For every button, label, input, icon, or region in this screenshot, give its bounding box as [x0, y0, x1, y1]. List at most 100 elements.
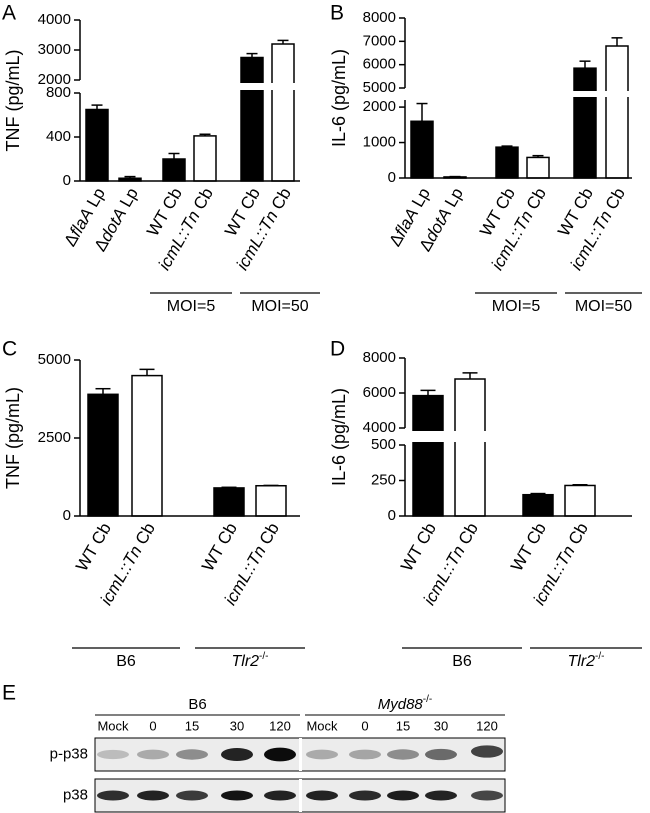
error-bar [91, 104, 103, 110]
y-tick-label: 2500 [38, 429, 71, 446]
error-bar [139, 368, 155, 376]
error-bar [246, 52, 258, 58]
x-tick-label: WT Cb [199, 520, 242, 575]
x-tick-label: WT Cb [508, 520, 551, 575]
group-label: MOI=5 [492, 298, 541, 315]
group-label: MOI=50 [575, 298, 632, 315]
error-bar [579, 60, 591, 69]
text-piece: WT Cb [199, 520, 242, 575]
error-bar [199, 133, 211, 136]
lane-label: 30 [230, 718, 244, 733]
group-label: Tlr2-/- [231, 651, 268, 670]
bar [495, 146, 519, 179]
axis-break [395, 431, 634, 442]
x-tick-label: WT Cb [73, 520, 116, 575]
bar [255, 484, 287, 517]
row-label: p38 [63, 786, 88, 803]
blot-band [137, 790, 169, 801]
text-piece: MOI=5 [167, 298, 216, 315]
group-label: B6 [188, 696, 206, 713]
error-bar [221, 486, 237, 489]
y-tick-label: 0 [63, 172, 71, 189]
text-piece: B6 [452, 653, 472, 670]
y-axis-label: TNF (pg/mL) [3, 49, 23, 151]
bar [213, 487, 245, 517]
y-axis-label: TNF (pg/mL) [3, 387, 23, 489]
error-bar [416, 102, 428, 122]
y-tick-label: 4000 [363, 419, 396, 436]
panel-letter: B [330, 2, 344, 25]
blot-band [425, 748, 457, 761]
blot-band [306, 790, 338, 801]
y-tick-label: 0 [388, 169, 396, 186]
blot-band [264, 790, 296, 801]
y-tick-label: 2000 [363, 98, 396, 115]
y-tick-label: 2000 [38, 71, 71, 88]
y-tick-label: 500 [371, 436, 396, 453]
blot-band [97, 790, 129, 801]
y-tick-label: 7000 [363, 32, 396, 49]
panel-letter: A [2, 2, 16, 25]
y-tick-label: 5000 [38, 351, 71, 368]
text-piece: WT Cb [508, 520, 551, 575]
blot-band [349, 790, 381, 801]
error-bar [462, 372, 478, 379]
panel-letter: D [330, 338, 345, 361]
y-tick-label: 6000 [363, 56, 396, 73]
y-tick-label: 6000 [363, 384, 396, 401]
text-piece: MOI=5 [492, 298, 541, 315]
lane-label: 0 [361, 718, 368, 733]
blot-band [387, 790, 419, 801]
blot-band [425, 790, 457, 801]
error-bar [95, 387, 111, 395]
blot-band [176, 790, 208, 801]
y-tick-label: 250 [371, 471, 396, 488]
blot-band [264, 747, 296, 762]
y-tick-label: 8000 [363, 9, 396, 26]
blot-band [137, 749, 169, 760]
lane-label: 0 [149, 718, 156, 733]
text-piece: Tlr2 [231, 653, 259, 670]
error-bar [530, 492, 546, 495]
bar [85, 108, 109, 182]
y-tick-label: 3000 [38, 41, 71, 58]
blot-band [221, 790, 253, 801]
blot-band [387, 749, 419, 760]
text-piece: MOI=50 [575, 298, 632, 315]
blot-band [221, 747, 253, 762]
lane-label: 120 [476, 718, 498, 733]
bar [412, 394, 444, 517]
text-piece: icmL::Tn [97, 543, 146, 609]
bar [605, 45, 629, 179]
panel-letter: C [2, 338, 17, 361]
axis-break [70, 83, 302, 90]
lane-label: 15 [185, 718, 199, 733]
y-tick-label: 5000 [363, 79, 396, 96]
text-piece: MOI=50 [251, 298, 308, 315]
text-piece: icmL::Tn [420, 543, 469, 609]
text-piece: B6 [116, 653, 136, 670]
group-label: Myd88-/- [378, 694, 432, 713]
y-tick-label: 1000 [363, 134, 396, 151]
lane-label: Mock [97, 718, 129, 733]
y-tick-label: 400 [46, 128, 71, 145]
text-piece: icmL::Tn [221, 543, 270, 609]
error-bar [420, 389, 436, 396]
error-bar [277, 39, 289, 44]
text-piece: WT Cb [398, 520, 441, 575]
bar [240, 56, 264, 182]
text-piece: WT Cb [73, 520, 116, 575]
error-bar [501, 145, 513, 148]
lane-label: 30 [434, 718, 448, 733]
error-bar [168, 152, 180, 159]
bar [410, 120, 434, 179]
blot-separator [299, 779, 302, 812]
text-piece: Tlr2 [567, 653, 595, 670]
group-label: MOI=50 [251, 298, 308, 315]
y-tick-label: 0 [63, 507, 71, 524]
blot-band [176, 749, 208, 760]
error-bar [572, 484, 588, 486]
bar [271, 43, 295, 182]
y-tick-label: 4000 [38, 11, 71, 28]
axis-break [395, 91, 634, 97]
